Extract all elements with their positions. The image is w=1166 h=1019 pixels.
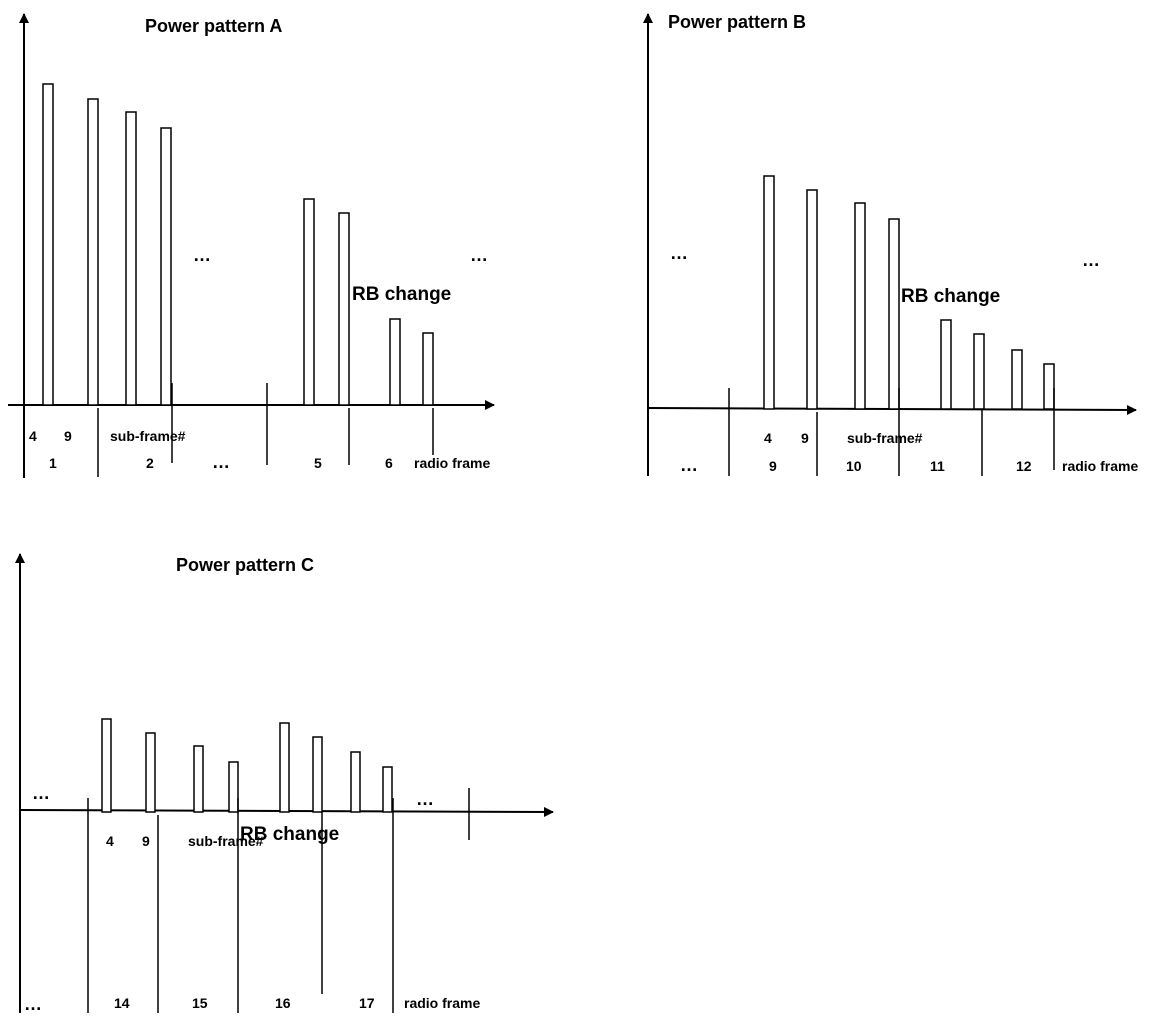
frame-number: 1	[49, 455, 57, 471]
subframe-label: sub-frame#	[188, 833, 264, 849]
frame-number: 2	[146, 455, 154, 471]
subframe-number: 9	[142, 833, 150, 849]
power-bar	[888, 218, 900, 410]
subframe-number: 4	[106, 833, 114, 849]
ellipsis-right: …	[470, 245, 488, 265]
power-bar	[973, 333, 985, 410]
power-bar	[338, 212, 350, 406]
power-bar	[101, 718, 112, 813]
power-bar	[279, 722, 290, 813]
frame-number: 17	[359, 995, 375, 1011]
power-bar	[193, 745, 204, 813]
power-bar	[1043, 363, 1055, 410]
power-bar	[125, 111, 137, 406]
frame-number: 10	[846, 458, 862, 474]
power-bar	[312, 736, 323, 813]
radio-frame-label: radio frame	[1062, 458, 1138, 474]
panel-b-labels: Power pattern B … … RB change 4 9 sub-fr…	[668, 12, 1138, 475]
frame-number: 14	[114, 995, 130, 1011]
subframe-number: 9	[801, 430, 809, 446]
power-bar	[87, 98, 99, 406]
frame-number: …	[24, 994, 42, 1014]
rb-change-label: RB change	[352, 284, 451, 305]
panel-title: Power pattern C	[176, 555, 314, 575]
panel-power-pattern-b	[643, 13, 1137, 476]
subframe-number: 9	[64, 428, 72, 444]
ellipsis-left: …	[670, 243, 688, 263]
radio-frame-boundaries	[97, 383, 434, 477]
radio-frame-boundaries	[728, 388, 1055, 476]
frame-number: 11	[930, 458, 945, 474]
frame-number: 9	[769, 458, 777, 474]
subframe-label: sub-frame#	[110, 428, 186, 444]
power-bar	[763, 175, 775, 410]
power-bar	[350, 751, 361, 813]
radio-frame-label: radio frame	[414, 455, 490, 471]
rb-change-label: RB change	[901, 286, 1000, 307]
power-bar	[389, 318, 401, 406]
panel-title: Power pattern B	[668, 12, 806, 32]
power-bar	[1011, 349, 1023, 410]
panel-power-pattern-c	[15, 553, 554, 1013]
frame-number: 12	[1016, 458, 1032, 474]
frame-number: …	[680, 455, 698, 475]
power-bars	[42, 83, 434, 406]
power-bar	[940, 319, 952, 410]
frame-number: 15	[192, 995, 208, 1011]
power-bar	[303, 198, 315, 406]
rb-change-label: RB change	[240, 824, 339, 845]
subframe-number: 4	[764, 430, 772, 446]
frame-number: 6	[385, 455, 393, 471]
power-bar	[854, 202, 866, 410]
subframe-label: sub-frame#	[847, 430, 923, 446]
ellipsis-right: …	[1082, 250, 1100, 270]
power-bar	[806, 189, 818, 410]
ellipsis-left: …	[32, 783, 50, 803]
panel-title: Power pattern A	[145, 16, 282, 36]
ellipsis-right: …	[416, 789, 434, 809]
frame-number: 16	[275, 995, 291, 1011]
frame-number: …	[212, 452, 230, 472]
frame-number: 5	[314, 455, 322, 471]
panel-c-labels: Power pattern C … … RB change 4 9 sub-fram…	[24, 555, 480, 1014]
power-bar	[228, 761, 239, 813]
radio-frame-boundaries	[87, 798, 394, 1013]
power-bar	[422, 332, 434, 406]
subframe-number: 4	[29, 428, 37, 444]
power-bar	[160, 127, 172, 406]
ellipsis-left: …	[193, 245, 211, 265]
panel-a-labels: Power pattern A … … RB change 4 9 sub-fr…	[29, 16, 490, 472]
power-bar	[382, 766, 393, 813]
power-bars	[101, 718, 393, 813]
power-bar	[145, 732, 156, 813]
power-bars	[763, 175, 1055, 410]
panel-power-pattern-a	[8, 13, 495, 478]
radio-frame-label: radio frame	[404, 995, 480, 1011]
power-bar	[42, 83, 54, 406]
